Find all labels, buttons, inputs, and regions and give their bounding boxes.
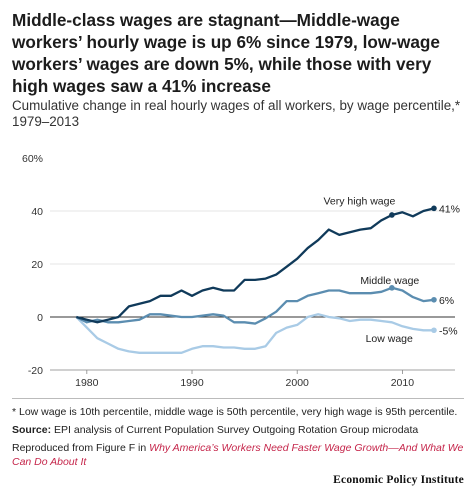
y-tick-label: 20 bbox=[31, 259, 43, 271]
series-line-middle bbox=[75, 286, 435, 325]
y-tick-label: 0 bbox=[37, 312, 43, 324]
end-value-label: 41% bbox=[439, 203, 460, 215]
data-point bbox=[431, 296, 437, 303]
x-tick-label: 2010 bbox=[391, 377, 415, 389]
series-line-low bbox=[75, 313, 434, 354]
chart-subtitle: Cumulative change in real hourly wages o… bbox=[12, 98, 461, 129]
divider bbox=[12, 398, 464, 399]
footnote: * Low wage is 10th percentile, middle wa… bbox=[12, 406, 458, 418]
end-value-label: 6% bbox=[439, 295, 454, 307]
data-point bbox=[431, 205, 437, 212]
end-value-label: -5% bbox=[439, 325, 458, 337]
chart-title: Middle-class wages are stagnant—Middle-w… bbox=[12, 10, 440, 96]
source-line: Source: EPI analysis of Current Populati… bbox=[12, 424, 467, 438]
source-label: Source: bbox=[12, 424, 52, 436]
x-tick-label: 2000 bbox=[286, 377, 310, 389]
publisher-logo: Economic Policy Institute bbox=[333, 474, 464, 486]
data-point bbox=[431, 327, 437, 334]
data-point bbox=[389, 212, 395, 218]
series-label: Middle wage bbox=[360, 275, 419, 287]
series-line-very-high bbox=[76, 207, 435, 324]
y-tick-label: -20 bbox=[28, 365, 43, 377]
data-point bbox=[389, 285, 395, 291]
series-label: Low wage bbox=[366, 333, 413, 345]
y-tick-label: 60% bbox=[22, 153, 43, 165]
y-tick-label: 40 bbox=[31, 206, 43, 218]
reproduced-prefix: Reproduced from Figure F in bbox=[12, 442, 147, 454]
x-tick-label: 1980 bbox=[75, 377, 99, 389]
source-text: EPI analysis of Current Population Surve… bbox=[54, 424, 419, 436]
reproduced-note: Reproduced from Figure F in Why America’… bbox=[12, 442, 467, 469]
line-chart: -20 0 20 40 60% 1980 1990 2000 2010 -5% 6% 41% Very … bbox=[22, 153, 460, 389]
report-link[interactable]: Why America’s Workers Need Faster Wage G… bbox=[12, 442, 464, 468]
series-label: Very high wage bbox=[324, 195, 396, 207]
x-tick-label: 1990 bbox=[180, 377, 204, 389]
